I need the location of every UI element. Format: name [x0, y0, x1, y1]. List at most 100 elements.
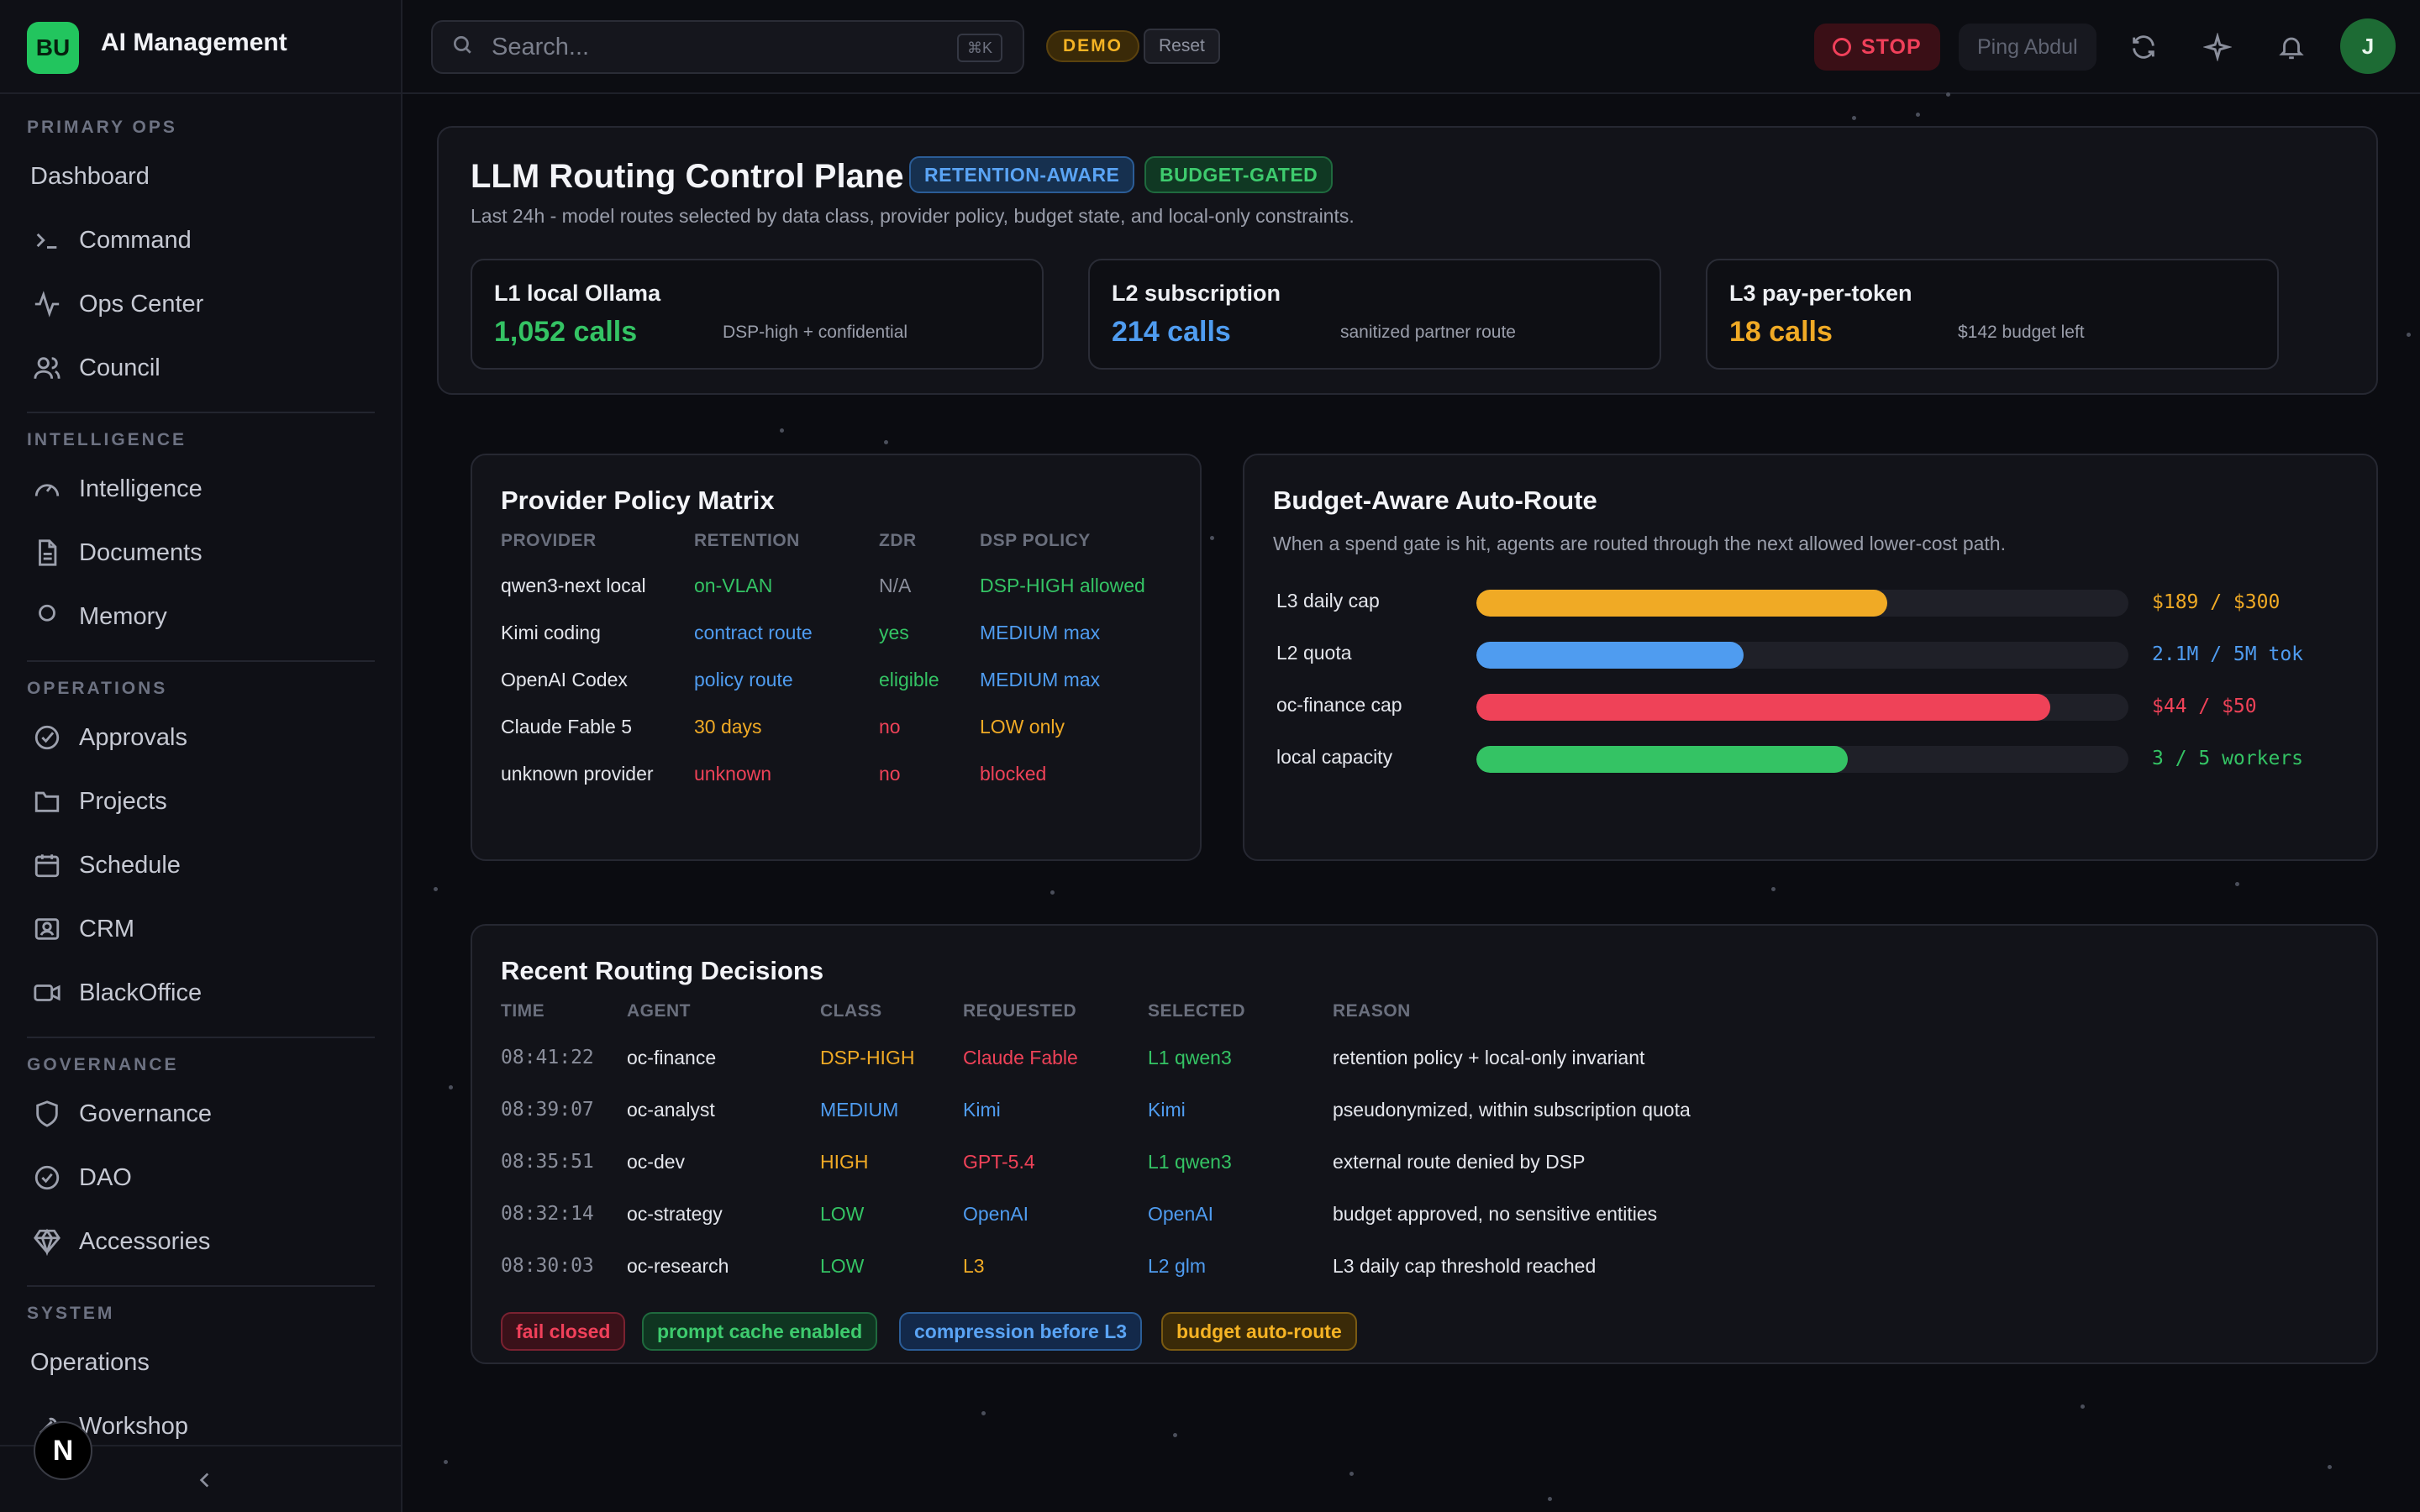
background-star: [1946, 92, 1950, 97]
ping-button[interactable]: Ping Abdul: [1959, 24, 2096, 71]
column-header: DSP POLICY: [980, 531, 1091, 550]
refresh-icon[interactable]: [2125, 29, 2162, 66]
sidebar-item-memory[interactable]: Memory: [25, 591, 376, 642]
card-title: Recent Routing Decisions: [501, 956, 824, 985]
routing-cell-selected: L2 glm: [1148, 1255, 1207, 1277]
document-icon: [29, 534, 66, 571]
routing-cell-class: DSP-HIGH: [820, 1047, 915, 1068]
sidebar-item-operations[interactable]: Operations: [25, 1337, 376, 1388]
budget-label: L3 daily cap: [1276, 590, 1380, 612]
budget-label: local capacity: [1276, 746, 1393, 768]
sidebar-item-accessories[interactable]: Accessories: [25, 1216, 376, 1267]
routing-cell-time: 08:39:07: [501, 1099, 594, 1121]
retention-aware-badge: RETENTION-AWARE: [909, 156, 1135, 193]
policy-cell-retention: policy route: [694, 669, 793, 690]
sidebar-item-schedule[interactable]: Schedule: [25, 840, 376, 890]
topbar: ⌘K DEMO Reset STOP Ping Abdul J: [402, 0, 2420, 94]
routing-cell-agent: oc-strategy: [627, 1203, 723, 1225]
sidebar-item-documents[interactable]: Documents: [25, 528, 376, 578]
routing-cell-agent: oc-analyst: [627, 1099, 715, 1121]
sidebar-item-dao[interactable]: DAO: [25, 1152, 376, 1203]
stat-note: sanitized partner route: [1340, 323, 1516, 342]
sidebar-item-label: CRM: [79, 915, 135, 942]
sidebar-item-crm[interactable]: CRM: [25, 904, 376, 954]
stop-circle-icon: [1833, 38, 1851, 56]
activity-icon: [29, 286, 66, 323]
background-star: [884, 440, 888, 444]
background-star: [2328, 1465, 2332, 1469]
bell-icon[interactable]: [2273, 29, 2310, 66]
n-badge-icon[interactable]: N: [34, 1421, 92, 1480]
routing-cell-class: HIGH: [820, 1151, 869, 1173]
routing-cell-time: 08:32:14: [501, 1203, 594, 1225]
sidebar-item-projects[interactable]: Projects: [25, 776, 376, 827]
sidebar-item-intelligence[interactable]: Intelligence: [25, 464, 376, 514]
routing-cell-selected: Kimi: [1148, 1099, 1186, 1121]
stat-note: $142 budget left: [1958, 323, 2085, 342]
background-star: [981, 1411, 986, 1415]
background-star: [449, 1085, 453, 1089]
policy-cell-dsp: blocked: [980, 763, 1047, 785]
stat-value: 1,052 calls: [494, 316, 638, 348]
sidebar-item-governance[interactable]: Governance: [25, 1089, 376, 1139]
background-star: [1349, 1472, 1354, 1476]
budget-value: $44 / $50: [2152, 696, 2257, 717]
brand-logo[interactable]: BU: [27, 22, 79, 74]
background-star: [1548, 1497, 1552, 1501]
search-input[interactable]: [492, 33, 945, 61]
stop-button[interactable]: STOP: [1814, 24, 1940, 71]
budget-auto-route-card: Budget-Aware Auto-Route When a spend gat…: [1243, 454, 2378, 861]
sidebar-item-council[interactable]: Council: [25, 343, 376, 393]
column-header: CLASS: [820, 1001, 882, 1021]
column-header: PROVIDER: [501, 531, 597, 550]
policy-cell-provider: qwen3-next local: [501, 575, 646, 596]
budget-progress-track: [1476, 746, 2128, 773]
sidebar-item-approvals[interactable]: Approvals: [25, 712, 376, 763]
background-star: [1210, 536, 1214, 540]
policy-cell-retention: contract route: [694, 622, 813, 643]
policy-cell-retention: on-VLAN: [694, 575, 773, 596]
sidebar-item-label: Operations: [30, 1348, 150, 1376]
policy-cell-provider: Claude Fable 5: [501, 716, 632, 738]
folder-icon: [29, 783, 66, 820]
background-star: [1173, 1433, 1177, 1437]
search-box[interactable]: ⌘K: [431, 20, 1024, 74]
routing-cell-agent: oc-finance: [627, 1047, 717, 1068]
column-header: SELECTED: [1148, 1001, 1246, 1021]
sidebar-item-command[interactable]: Command: [25, 215, 376, 265]
reset-button[interactable]: Reset: [1144, 29, 1220, 64]
section-label-primary-ops: PRIMARY OPS: [27, 118, 177, 137]
sidebar-item-blackoffice[interactable]: BlackOffice: [25, 968, 376, 1018]
sidebar-item-label: Approvals: [79, 723, 187, 751]
budget-progress-fill: [1476, 642, 1744, 669]
policy-cell-retention: 30 days: [694, 716, 762, 738]
card-title: Budget-Aware Auto-Route: [1273, 486, 1597, 515]
budget-label: L2 quota: [1276, 642, 1352, 664]
section-label-intelligence: INTELLIGENCE: [27, 430, 187, 449]
users-icon: [29, 349, 66, 386]
sidebar-item-label: Documents: [79, 538, 203, 566]
budget-progress-track: [1476, 590, 2128, 617]
routing-cell-selected: L1 qwen3: [1148, 1151, 1232, 1173]
column-header: AGENT: [627, 1001, 691, 1021]
avatar[interactable]: J: [2340, 18, 2396, 74]
sidebar-item-label: Schedule: [79, 851, 181, 879]
sidebar-item-label: Governance: [79, 1100, 212, 1127]
video-icon: [29, 974, 66, 1011]
sidebar-item-ops-center[interactable]: Ops Center: [25, 279, 376, 329]
sidebar-item-label: BlackOffice: [79, 979, 203, 1006]
routing-cell-class: LOW: [820, 1203, 865, 1225]
fail-closed-tag: fail closed: [501, 1312, 626, 1351]
sidebar-item-dashboard[interactable]: Dashboard: [25, 151, 376, 202]
stat-title: L2 subscription: [1112, 281, 1281, 306]
budget-progress-track: [1476, 694, 2128, 721]
sidebar-collapse-button[interactable]: [190, 1465, 220, 1495]
sidebar-divider: [27, 1037, 375, 1038]
demo-badge: DEMO: [1046, 30, 1139, 62]
routing-cell-reason: external route denied by DSP: [1333, 1151, 1586, 1173]
check-circle-icon: [29, 719, 66, 756]
compression-tag: compression before L3: [899, 1312, 1143, 1351]
routing-cell-reason: pseudonymized, within subscription quota: [1333, 1099, 1691, 1121]
sparkle-icon[interactable]: [2199, 29, 2236, 66]
background-star: [1771, 887, 1776, 891]
